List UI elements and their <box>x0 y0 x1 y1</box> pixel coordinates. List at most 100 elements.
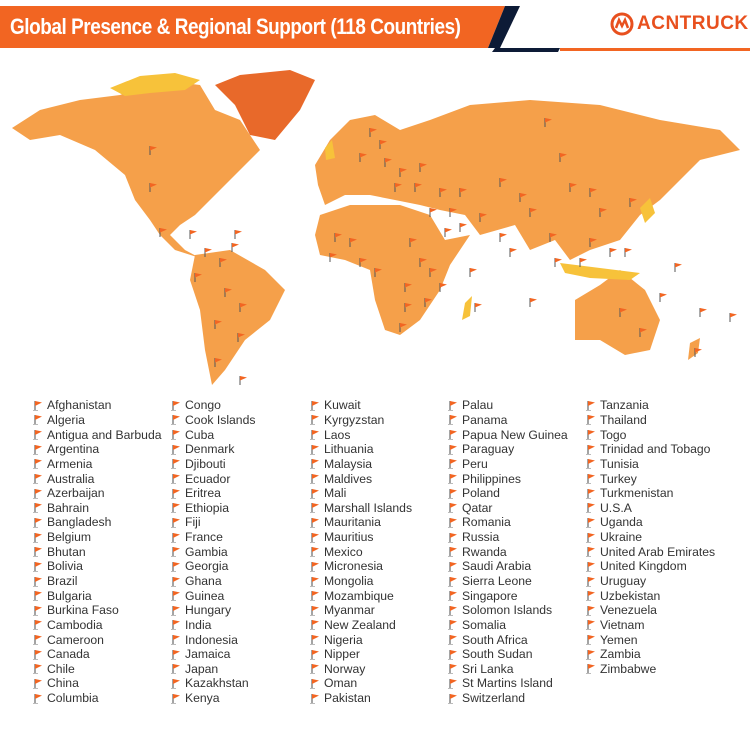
flag-icon <box>448 678 457 689</box>
flag-icon <box>586 591 595 602</box>
country-list-item: Belgium <box>33 530 162 545</box>
flag-icon <box>33 430 42 441</box>
country-list-item: Russia <box>448 530 568 545</box>
country-list-item: Paraguay <box>448 442 568 457</box>
country-list-item: Uzbekistan <box>586 588 715 603</box>
map-flag-marker <box>639 328 647 337</box>
flag-icon <box>586 635 595 646</box>
country-name: Turkmenistan <box>600 486 674 501</box>
country-list-item: Turkmenistan <box>586 486 715 501</box>
japan-landmass <box>640 198 655 223</box>
country-name: Togo <box>600 427 627 442</box>
country-name: Denmark <box>185 442 235 457</box>
flag-icon <box>171 488 180 499</box>
logo-text: ACNTRUCK <box>637 13 749 34</box>
map-flag-marker <box>529 208 537 217</box>
arctic-islands-landmass <box>110 73 200 96</box>
country-column: Afghanistan Algeria Antigua and Barbuda Arg… <box>33 398 162 705</box>
country-list-item: United Arab Emirates <box>586 544 715 559</box>
flag-icon <box>171 693 180 704</box>
map-flag-marker <box>399 168 407 177</box>
country-list-item: Rwanda <box>448 544 568 559</box>
country-list-item: Tunisia <box>586 457 715 472</box>
country-name: South Sudan <box>462 647 533 662</box>
map-flag-marker <box>219 258 227 267</box>
country-name: Fiji <box>185 515 201 530</box>
country-name: Kyrgyzstan <box>324 412 385 427</box>
country-list-item: Yemen <box>586 632 715 647</box>
country-name: Papua New Guinea <box>462 427 568 442</box>
country-list-item: Qatar <box>448 500 568 515</box>
map-flag-marker <box>729 313 737 322</box>
map-flag-marker <box>479 213 487 222</box>
map-flag-marker <box>374 268 382 277</box>
country-name: Cameroon <box>47 632 104 647</box>
country-name: Mauritius <box>324 530 374 545</box>
map-flag-marker <box>439 188 447 197</box>
country-name: Bhutan <box>47 544 86 559</box>
country-list-item: Oman <box>310 676 412 691</box>
country-name: Zambia <box>600 647 641 662</box>
flag-icon <box>586 415 595 426</box>
country-name: Philippines <box>462 471 521 486</box>
country-name: Australia <box>47 471 95 486</box>
country-list-item: Micronesia <box>310 559 412 574</box>
country-name: Bangladesh <box>47 515 112 530</box>
country-name: Peru <box>462 456 488 471</box>
country-list-item: Panama <box>448 413 568 428</box>
country-name: Bahrain <box>47 500 90 515</box>
country-list-item: Switzerland <box>448 691 568 706</box>
country-name: Myanmar <box>324 603 375 618</box>
country-name: India <box>185 617 212 632</box>
flag-icon <box>586 620 595 631</box>
country-column: Kuwait Kyrgyzstan Laos Lithuania Malaysia Mal… <box>310 398 412 705</box>
country-name: Zimbabwe <box>600 661 657 676</box>
country-name: Oman <box>324 676 358 691</box>
flag-icon <box>586 459 595 470</box>
map-flag-marker <box>699 308 707 317</box>
map-flag-marker <box>404 303 412 312</box>
country-name: Uruguay <box>600 574 647 588</box>
country-name: Somalia <box>462 617 507 632</box>
map-flag-marker <box>459 188 467 197</box>
flag-icon <box>171 532 180 543</box>
map-flag-marker <box>239 303 247 312</box>
country-name: Sierra Leone <box>462 574 532 588</box>
map-flag-marker <box>619 308 627 317</box>
flag-icon <box>586 503 595 514</box>
flag-icon <box>33 635 42 646</box>
country-list-item: Romania <box>448 515 568 530</box>
flag-icon <box>448 474 457 485</box>
south-america-landmass <box>190 250 285 385</box>
country-list-item: Myanmar <box>310 603 412 618</box>
map-flag-marker <box>189 230 197 239</box>
country-list-item: Marshall Islands <box>310 500 412 515</box>
flag-icon <box>586 576 595 587</box>
country-column: Palau Panama Papua New Guinea Paraguay Peru P… <box>448 398 568 705</box>
map-flag-marker <box>589 238 597 247</box>
country-list-item: Palau <box>448 398 568 413</box>
flag-icon <box>33 459 42 470</box>
country-name: Kenya <box>185 691 220 706</box>
country-name: Mozambique <box>324 588 394 603</box>
greenland-landmass <box>215 70 315 140</box>
country-list-item: Gambia <box>171 544 255 559</box>
eurasia-landmass <box>315 100 740 260</box>
flag-icon <box>171 415 180 426</box>
country-list-item: South Africa <box>448 632 568 647</box>
flag-icon <box>310 430 319 441</box>
country-name: Thailand <box>600 412 647 427</box>
country-list-item: Sierra Leone <box>448 574 568 589</box>
flag-icon <box>448 503 457 514</box>
map-flag-marker <box>424 298 432 307</box>
country-list-item: Turkey <box>586 471 715 486</box>
country-name: Solomon Islands <box>462 603 553 618</box>
map-flag-marker <box>409 238 417 247</box>
flag-icon <box>448 561 457 572</box>
flag-icon <box>33 561 42 572</box>
flag-icon <box>33 517 42 528</box>
country-name: Tunisia <box>600 456 639 471</box>
country-name: Bolivia <box>47 559 83 574</box>
flag-icon <box>448 430 457 441</box>
country-name: Jamaica <box>185 647 231 662</box>
